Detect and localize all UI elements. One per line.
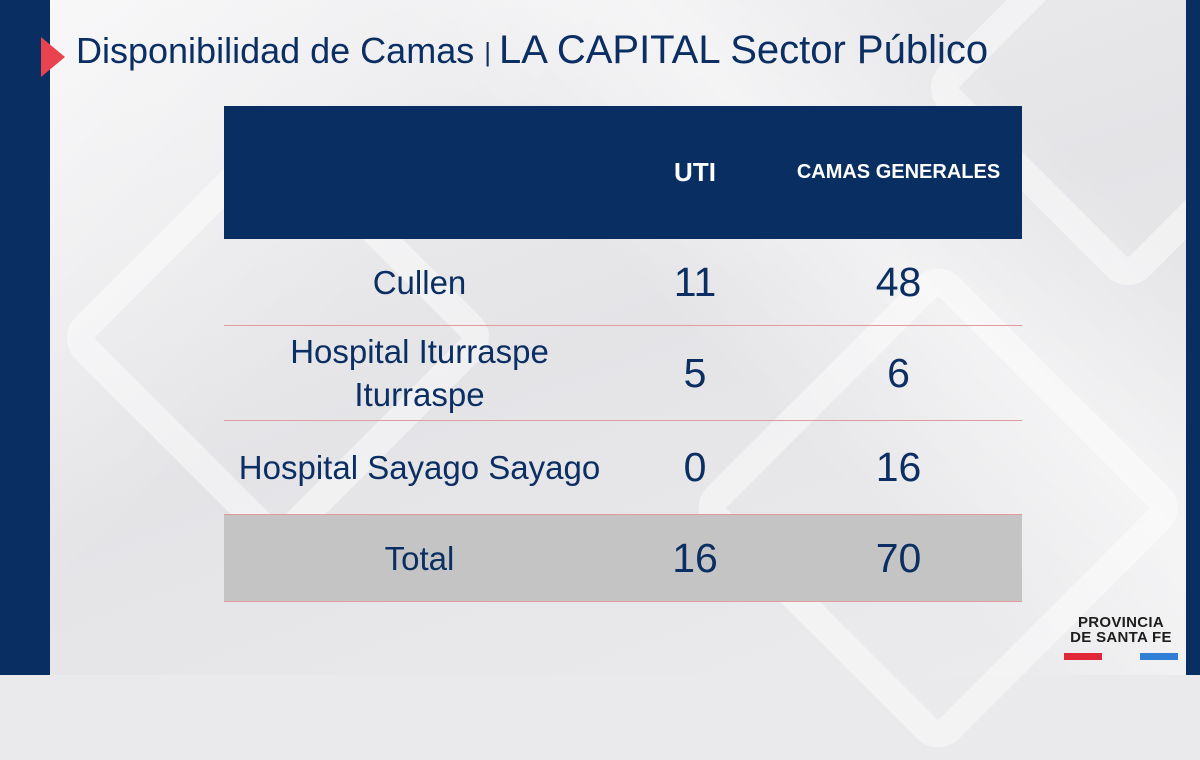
table-row: Cullen 11 48 <box>224 239 1022 326</box>
row-general-value: 16 <box>875 444 922 490</box>
table-row: Hospital Sayago Sayago 0 16 <box>224 421 1022 515</box>
logo-stripes <box>1064 653 1178 660</box>
beds-table: UTI CAMAS GENERALES Cullen 11 48 Hospita… <box>224 106 1022 602</box>
row-general-value: 6 <box>887 349 910 396</box>
right-accent-bar <box>1186 0 1200 675</box>
header-general: CAMAS GENERALES <box>796 161 1001 183</box>
header-uti: UTI <box>674 157 716 187</box>
row-uti-value: 0 <box>683 444 707 490</box>
logo-line2: DE SANTA FE <box>1070 629 1172 646</box>
total-row: Total 16 70 <box>224 515 1022 602</box>
total-uti-value: 16 <box>672 534 718 581</box>
logo-red-stripe <box>1064 653 1102 660</box>
province-logo: PROVINCIA DE SANTA FE <box>1064 615 1178 645</box>
table-header: UTI CAMAS GENERALES <box>224 106 1022 239</box>
title-sub: LA CAPITAL Sector Público <box>498 28 989 72</box>
left-accent-bar <box>0 0 50 675</box>
slide-title: Disponibilidad de Camas | LA CAPITAL Secto… <box>76 28 988 73</box>
title-main: Disponibilidad de Camas <box>76 30 475 71</box>
row-uti-value: 5 <box>683 349 707 396</box>
total-label: Total <box>384 539 455 577</box>
logo-line1: PROVINCIA <box>1077 614 1165 631</box>
table-row: Hospital Iturraspe Iturraspe 5 6 <box>224 326 1022 421</box>
total-general-value: 70 <box>875 534 922 581</box>
row-name: Hospital Iturraspe Iturraspe <box>290 333 549 413</box>
row-uti-value: 11 <box>673 258 717 305</box>
logo-blue-stripe <box>1140 653 1178 660</box>
row-general-value: 48 <box>875 258 922 305</box>
title-separator: | <box>484 37 491 67</box>
row-name: Cullen <box>372 263 467 301</box>
row-name: Hospital Sayago Sayago <box>238 449 601 486</box>
title-arrow-icon <box>41 37 65 77</box>
